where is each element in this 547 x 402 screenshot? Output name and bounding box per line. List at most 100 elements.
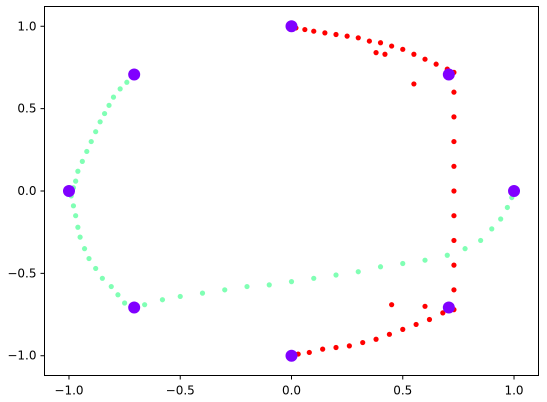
x-tick-label: −1.0 [54, 384, 83, 398]
y-axis: 1.0 0.5 0.0 −0.5 −1.0 [7, 19, 45, 363]
data-point [451, 213, 457, 219]
data-point [77, 234, 83, 240]
x-tick-label: 0.5 [393, 384, 412, 398]
data-point [433, 61, 439, 67]
data-point [73, 178, 79, 184]
data-point [389, 43, 395, 49]
data-point [79, 158, 85, 164]
data-point [444, 252, 450, 258]
data-point [266, 282, 272, 288]
data-point [366, 38, 372, 44]
data-point [451, 114, 457, 120]
data-point [451, 237, 457, 244]
data-point [322, 30, 328, 36]
data-point [377, 40, 384, 46]
data-point [222, 287, 228, 293]
plot-points [62, 20, 521, 362]
data-point [440, 310, 446, 316]
data-point [411, 81, 417, 87]
x-tick-label: 0.0 [282, 384, 301, 398]
data-point [422, 56, 428, 62]
data-point [70, 203, 77, 209]
data-point [451, 138, 457, 145]
data-point [99, 275, 105, 281]
data-point [400, 326, 406, 332]
data-point [346, 343, 352, 349]
data-point [373, 50, 379, 56]
y-tick-label: −0.5 [7, 266, 36, 280]
plot-frame [44, 6, 539, 376]
data-point [400, 260, 406, 267]
data-point [389, 302, 395, 308]
data-point [88, 138, 94, 145]
y-tick-label: 1.0 [17, 19, 36, 33]
data-point [97, 119, 103, 125]
data-point [311, 275, 317, 281]
data-point [333, 344, 339, 351]
data-point [413, 321, 419, 328]
data-point [84, 148, 90, 155]
data-point [451, 262, 457, 268]
data-point [333, 272, 339, 278]
data-point [288, 279, 295, 285]
data-point [115, 292, 121, 298]
y-tick-label: 0.5 [17, 102, 36, 116]
data-point [442, 301, 455, 314]
data-point [106, 102, 112, 108]
data-point [306, 349, 312, 356]
data-point [355, 269, 361, 275]
data-point [411, 51, 417, 57]
data-point [142, 302, 148, 308]
data-point [108, 283, 114, 290]
x-tick-label: 1.0 [504, 384, 523, 398]
data-point [451, 89, 457, 95]
data-point [93, 129, 99, 135]
data-point [462, 246, 468, 252]
data-point [382, 51, 388, 57]
data-point [360, 339, 366, 346]
data-point [75, 224, 81, 230]
data-point [122, 300, 128, 306]
data-point [244, 283, 250, 290]
data-point [302, 26, 308, 33]
data-point [311, 28, 317, 34]
data-point [422, 257, 428, 263]
y-tick-label: −1.0 [7, 349, 36, 363]
data-point [504, 204, 510, 211]
data-point [73, 213, 79, 219]
data-point [451, 163, 457, 169]
data-point [110, 94, 117, 100]
data-point [422, 303, 428, 309]
y-tick-label: 0.0 [17, 184, 36, 198]
data-point [285, 349, 298, 362]
data-point [498, 216, 504, 222]
data-point [508, 185, 521, 197]
data-point [128, 301, 141, 314]
data-point [285, 20, 298, 33]
data-point [344, 33, 350, 39]
x-axis: −1.0 −0.5 0.0 0.5 1.0 [54, 375, 524, 398]
data-point [451, 188, 457, 194]
x-tick-label: −0.5 [166, 384, 195, 398]
data-point [62, 185, 75, 197]
data-point [333, 31, 339, 38]
data-point [451, 287, 457, 293]
data-point [86, 255, 92, 262]
data-point [177, 293, 183, 300]
data-point [117, 86, 123, 92]
data-point [128, 68, 141, 81]
data-point [101, 110, 108, 117]
data-point [478, 237, 484, 244]
data-point [386, 331, 393, 337]
data-point [426, 316, 433, 323]
data-point [489, 226, 495, 232]
data-point [93, 265, 99, 272]
data-point [373, 336, 379, 342]
data-point [442, 68, 455, 81]
data-point [159, 297, 166, 303]
data-point [199, 290, 206, 296]
data-point [377, 264, 384, 270]
data-point [355, 35, 361, 41]
data-point [320, 346, 326, 352]
